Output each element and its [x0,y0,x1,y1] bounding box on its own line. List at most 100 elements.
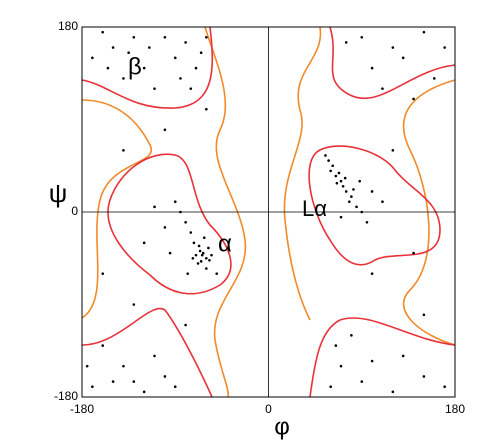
point [200,253,204,257]
point [111,380,115,383]
point [163,375,167,378]
x-tick-label: 180 [445,402,465,416]
point [343,176,347,180]
point [85,364,89,368]
contour-inner [81,26,214,109]
point [412,97,415,101]
point [350,334,353,337]
point [335,181,339,185]
region-label: β [128,53,142,80]
y-axis-label: ψ [49,178,68,208]
x-axis-label: φ [274,413,290,440]
point [168,251,172,255]
point [189,87,193,90]
point [205,35,208,39]
point [179,77,182,80]
point [370,359,374,363]
point [173,56,177,60]
point [360,35,364,39]
point [401,56,405,60]
y-tick-label: -180 [54,389,78,403]
point [205,267,208,270]
point [334,174,338,178]
point [360,380,364,383]
point [391,149,395,152]
point [432,77,436,80]
point [127,51,130,54]
point [355,205,358,209]
point [122,77,125,80]
point [153,87,156,90]
point [189,231,193,234]
point [132,380,136,383]
point [344,190,348,193]
contour-inner [308,145,441,266]
point [198,249,202,253]
point [337,171,341,175]
point [370,272,374,275]
point [358,179,361,183]
point [422,30,426,34]
point [208,259,211,262]
point [101,30,105,34]
point [348,200,351,204]
contours [81,26,456,398]
point [148,46,151,49]
point [194,253,198,257]
point [370,66,374,70]
point [210,253,213,257]
point [153,205,156,209]
point [111,46,115,49]
point [365,220,369,224]
point [215,272,218,275]
point [344,41,348,44]
y-tick-label: 0 [71,204,78,218]
contour-outer [283,26,322,321]
point [381,200,384,204]
contour-inner [81,307,213,398]
contour-inner [107,153,232,295]
point [184,323,187,327]
point [199,51,203,54]
contour-outer [81,99,153,319]
point [201,251,205,255]
point [196,262,200,265]
contour-outer [402,79,456,346]
point [184,41,187,44]
point [132,303,136,306]
point [153,354,156,358]
point [191,256,195,260]
point [443,46,446,49]
point [101,344,105,347]
point [91,385,94,389]
point [163,128,167,132]
point [205,107,208,111]
point [184,220,187,224]
point [197,244,201,248]
x-tick-label: 0 [265,402,272,416]
point [360,210,364,214]
point [391,46,395,49]
point [202,236,206,239]
point [142,66,146,70]
point [132,35,136,39]
contour-inner [329,26,456,100]
point [341,185,345,188]
point [422,375,426,378]
point [122,149,125,152]
point [422,313,426,317]
contour-inner [309,317,456,398]
point [331,164,335,168]
point [443,385,446,389]
point [199,260,203,263]
point [334,344,338,347]
point [339,364,343,368]
point [173,200,177,204]
point [339,215,343,219]
region-label: α [218,230,232,257]
point [186,272,189,275]
point [370,190,374,193]
point [401,354,405,358]
point [381,87,384,90]
